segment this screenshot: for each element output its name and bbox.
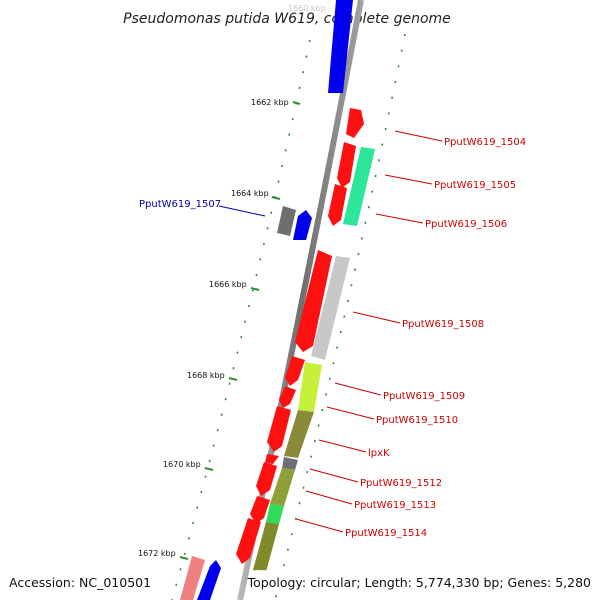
reverse-gene-top[interactable] <box>328 0 353 93</box>
block-1514 <box>253 522 279 572</box>
gene-feature-small-1511[interactable] <box>265 454 279 464</box>
kbp-label-1672: 1672 kbp <box>138 549 176 558</box>
gene-label-1509[interactable]: PputW619_1509 <box>383 391 465 402</box>
gene-feature-1514[interactable] <box>236 518 261 564</box>
block-1509 <box>298 362 322 412</box>
outer-tick-ring <box>274 33 406 600</box>
label-leader-lines <box>218 130 443 533</box>
reverse-gene-bottom[interactable] <box>197 560 221 600</box>
inner-tick-ring <box>171 39 311 600</box>
reverse-gene-pink[interactable] <box>180 556 205 600</box>
gene-label-1512[interactable]: PputW619_1512 <box>360 478 442 489</box>
kbp-labels: 1662 kbp 1664 kbp 1666 kbp 1668 kbp 1670… <box>138 98 289 558</box>
kbp-label-1668: 1668 kbp <box>187 371 225 380</box>
gene-feature-pseudo-1507a[interactable] <box>277 206 296 236</box>
forward-strand-features[interactable] <box>236 108 364 564</box>
kbp-label-1670: 1670 kbp <box>163 460 201 469</box>
gene-feature-1504[interactable] <box>346 108 364 138</box>
kbp-label-1664: 1664 kbp <box>231 189 269 198</box>
block-1512 <box>270 468 295 506</box>
block-1508 <box>311 256 350 360</box>
gene-feature-1506[interactable] <box>328 184 347 226</box>
gene-feature-1510[interactable] <box>279 386 296 408</box>
gene-feature-1513[interactable] <box>250 496 270 524</box>
kbp-label-top: 1660 kbp <box>288 4 326 13</box>
kbp-ticks <box>179 101 301 560</box>
map-title: Pseudomonas putida W619, complete genome <box>123 11 451 27</box>
kbp-label-1662: 1662 kbp <box>251 98 289 107</box>
block-1512-grey <box>282 457 298 470</box>
kbp-label-1666: 1666 kbp <box>209 280 247 289</box>
block-lpxK <box>284 410 314 458</box>
gene-feature-1507[interactable] <box>293 210 312 240</box>
footer-background-right <box>256 570 596 594</box>
gene-label-1507[interactable]: PputW619_1507 <box>139 199 221 210</box>
gene-label-1504[interactable]: PputW619_1504 <box>444 137 526 148</box>
block-1513 <box>266 504 284 524</box>
reverse-strand-features[interactable] <box>180 0 353 600</box>
accession-text: Accession: NC_010501 <box>9 575 151 590</box>
gene-feature-1505[interactable] <box>337 142 356 188</box>
footer-background-left <box>0 570 150 594</box>
gene-label-1514[interactable]: PputW619_1514 <box>345 528 427 539</box>
gene-feature-lpxK[interactable] <box>267 406 291 452</box>
genome-summary-text: Topology: circular; Length: 5,774,330 bp… <box>247 575 591 590</box>
block-1505 <box>343 147 375 226</box>
gene-label-1508[interactable]: PputW619_1508 <box>402 319 484 330</box>
annotation-blocks <box>253 147 375 572</box>
gene-label-lpxK[interactable]: lpxK <box>368 448 390 459</box>
gene-label-1510[interactable]: PputW619_1510 <box>376 415 458 426</box>
gene-feature-1509[interactable] <box>285 356 305 386</box>
gene-label-1505[interactable]: PputW619_1505 <box>434 180 516 191</box>
gene-feature-1512[interactable] <box>256 462 277 496</box>
gene-feature-1508[interactable] <box>295 250 332 352</box>
gene-labels[interactable]: PputW619_1504 PputW619_1505 PputW619_150… <box>139 137 526 539</box>
gene-label-1506[interactable]: PputW619_1506 <box>425 219 507 230</box>
gene-label-1513[interactable]: PputW619_1513 <box>354 500 436 511</box>
